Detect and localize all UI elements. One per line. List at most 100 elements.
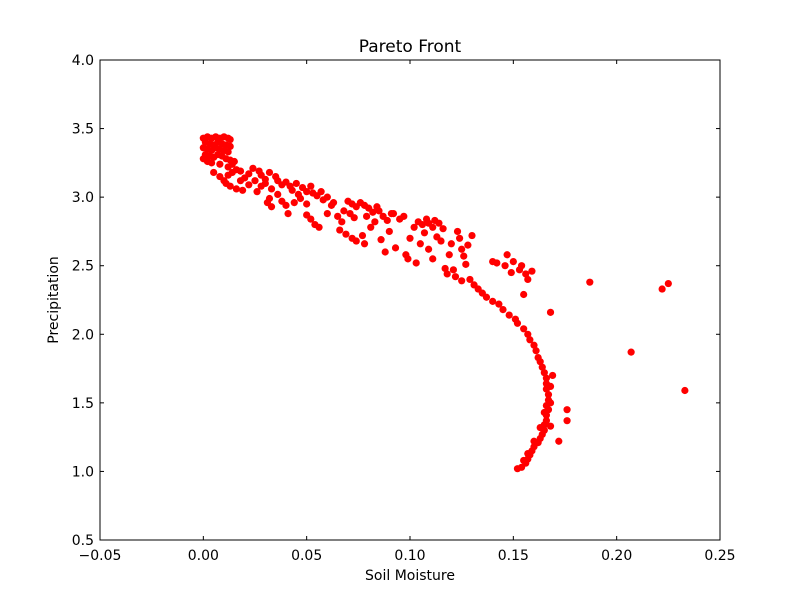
data-point	[400, 212, 408, 220]
data-point	[391, 244, 400, 252]
data-point	[230, 157, 238, 166]
plot-area	[100, 60, 720, 540]
data-point	[267, 185, 276, 193]
data-point	[546, 308, 555, 316]
y-tick-label: 1.5	[72, 396, 94, 412]
data-point	[315, 223, 323, 231]
data-point	[216, 160, 224, 168]
data-point	[466, 275, 474, 284]
data-point	[435, 219, 443, 227]
data-point	[458, 245, 466, 253]
data-point	[288, 186, 296, 194]
data-point	[282, 201, 290, 209]
data-point	[501, 262, 509, 270]
data-point	[555, 437, 563, 445]
y-tick-label: 4.0	[72, 53, 94, 69]
data-point	[627, 348, 635, 356]
data-point	[546, 399, 555, 407]
data-point	[336, 226, 344, 234]
data-point	[267, 203, 276, 211]
x-tick-label: 0.20	[601, 548, 632, 564]
data-point	[462, 260, 470, 268]
x-tick-label: −0.05	[79, 548, 122, 564]
data-point	[518, 262, 526, 270]
x-tick-label: 0.05	[291, 548, 322, 564]
data-point	[425, 245, 433, 253]
data-point	[439, 225, 447, 233]
data-point	[489, 297, 497, 305]
data-point	[536, 358, 544, 366]
data-point	[239, 186, 247, 194]
data-point	[245, 181, 253, 189]
data-point	[385, 227, 393, 236]
data-point	[208, 159, 216, 167]
data-point	[317, 188, 325, 196]
plot-frame	[99, 59, 721, 541]
data-point	[528, 267, 536, 275]
data-point	[383, 216, 391, 225]
data-point	[420, 229, 429, 237]
data-point	[251, 177, 259, 185]
y-tick-label: 3.5	[72, 122, 94, 138]
data-point	[236, 167, 245, 175]
data-point	[210, 168, 218, 177]
data-point	[530, 437, 538, 445]
data-point	[507, 268, 515, 277]
data-point	[681, 386, 689, 395]
data-point	[406, 234, 414, 242]
data-point	[342, 230, 350, 238]
data-point	[532, 347, 540, 355]
data-point	[513, 319, 522, 327]
data-point	[265, 194, 274, 203]
data-point	[546, 382, 555, 390]
data-point	[505, 311, 513, 319]
data-point	[513, 465, 522, 473]
data-point	[363, 212, 371, 220]
data-point	[664, 279, 672, 288]
data-point	[503, 251, 511, 259]
data-point	[265, 168, 274, 177]
data-point	[441, 264, 449, 273]
data-point	[307, 182, 315, 190]
data-point	[449, 266, 457, 274]
data-point	[284, 210, 292, 218]
data-point	[429, 255, 437, 263]
x-tick-label: 0.10	[394, 548, 425, 564]
data-point	[375, 207, 383, 215]
data-point	[451, 273, 460, 281]
data-point	[468, 231, 476, 240]
y-tick-label: 2.5	[72, 259, 94, 275]
data-point	[232, 185, 240, 193]
data-point	[226, 135, 234, 144]
y-axis-title: Precipitation	[46, 256, 62, 344]
data-point	[522, 270, 530, 278]
data-point	[404, 255, 412, 263]
ticks-layer: −0.05 0.00 0.05 0.10 0.15 0.20 0.25 0.5 1.0 1.5 2.…	[72, 53, 736, 564]
data-point	[437, 237, 445, 245]
data-point	[296, 194, 305, 203]
data-point	[261, 179, 269, 188]
data-point	[540, 369, 548, 377]
data-point	[520, 325, 528, 333]
data-point	[530, 341, 538, 349]
data-point	[360, 240, 369, 248]
y-tick-label: 2.0	[72, 327, 94, 343]
data-point	[377, 236, 385, 244]
data-point	[340, 207, 348, 215]
x-axis-title: Soil Moisture	[365, 568, 455, 584]
data-point	[350, 214, 358, 222]
data-point	[563, 406, 571, 414]
data-point	[464, 241, 472, 249]
data-point	[381, 248, 389, 256]
data-point	[352, 237, 360, 245]
x-tick-label: 0.25	[704, 548, 735, 564]
data-point	[499, 306, 507, 314]
points-layer	[199, 133, 689, 473]
data-point	[338, 218, 346, 226]
data-point	[563, 417, 571, 425]
data-point	[524, 450, 532, 458]
data-point	[369, 208, 377, 216]
data-point	[358, 231, 367, 240]
data-point	[493, 259, 501, 267]
